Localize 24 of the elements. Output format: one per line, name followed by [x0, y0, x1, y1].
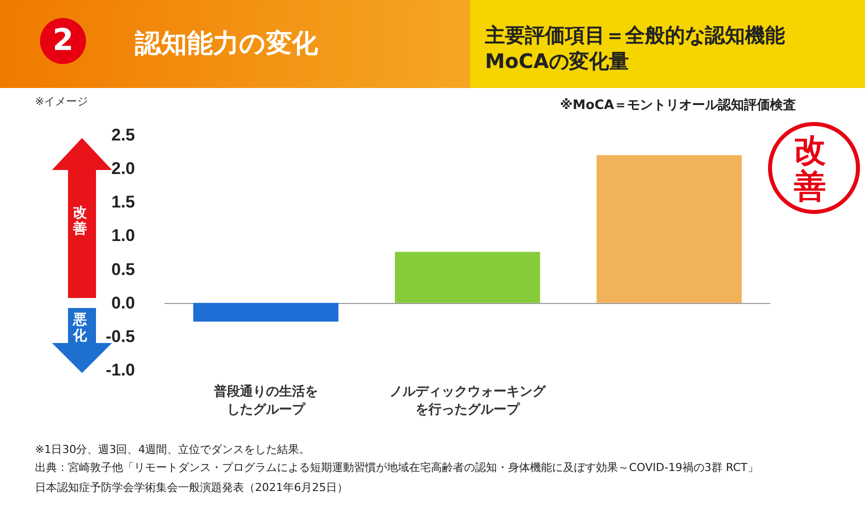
y-tick-label: 0.5 [111, 260, 135, 279]
text: 改善 [794, 131, 827, 205]
y-tick-label: -1.0 [106, 360, 135, 380]
text: 日本認知症予防学会学術集会一般演題発表（2021年6月25日） [35, 480, 348, 495]
text: ※イメージ [35, 94, 88, 109]
text: ※1日30分、週3回、4週間、立位でダンスをした結果。 [35, 442, 310, 457]
text: 悪化 [73, 312, 88, 344]
bar [596, 155, 742, 303]
y-tick-label: 2.5 [111, 126, 135, 144]
text: ※MoCA＝モントリオール認知評価検査 [560, 97, 796, 114]
bar [193, 302, 338, 322]
y-tick-label: 1.0 [111, 226, 135, 246]
bar [394, 252, 540, 303]
chart-subtitle: 主要評価項目＝全般的な認知機能 MoCAの変化量 [485, 22, 785, 74]
text: 改善 [73, 205, 88, 237]
x-tick-label: ノルディックウォーキングを行ったグループ [390, 384, 546, 416]
x-tick-label: 普段通りの生活をしたグループ [212, 384, 318, 416]
y-tick-label: 0.0 [111, 293, 135, 312]
y-tick-label: 1.5 [111, 192, 135, 212]
chart-title: 認知能力の変化 [135, 28, 318, 61]
y-tick-label: -0.5 [106, 326, 135, 346]
text: 2 [40, 18, 86, 64]
source-note: 出典：宮崎敦子他「リモートダンス・プログラムによる短期運動習慣が地域在宅高齢者の認知・身体機能に及ぼす効果～COVID-19禍の3群 RCT」 [35, 460, 758, 475]
y-tick-label: 2.0 [111, 159, 135, 178]
